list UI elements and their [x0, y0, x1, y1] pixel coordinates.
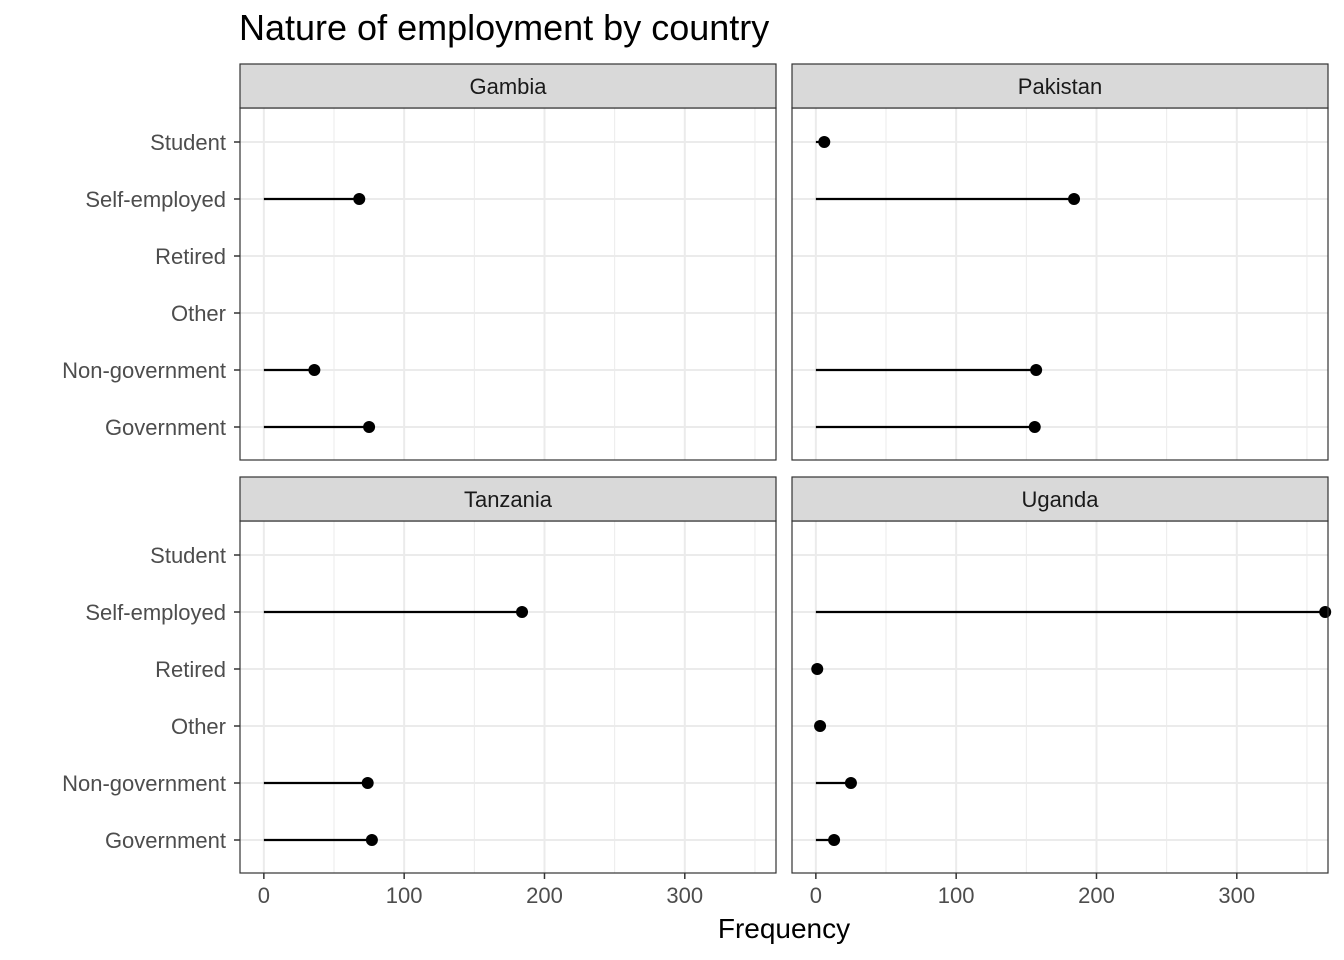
facet-gambia: Gambia Student Self-employed Retired Other No…: [62, 63, 777, 461]
y-tick-label: Government: [105, 828, 226, 853]
y-tick-label: Non-government: [62, 771, 226, 796]
lollipop-point: [1068, 193, 1081, 205]
lollipop-point: [308, 364, 321, 376]
panel-background: [792, 521, 1328, 873]
strip-header: [791, 476, 1329, 522]
strip-label: Tanzania: [464, 487, 553, 512]
lollipop-point: [844, 777, 857, 789]
x-tick-label: 200: [1078, 883, 1115, 908]
lollipop-point: [818, 136, 831, 148]
lollipop-point: [828, 834, 841, 846]
x-tick-label: 100: [938, 883, 975, 908]
x-tick-label: 300: [1218, 883, 1255, 908]
chart-title: Nature of employment by country: [239, 7, 769, 48]
lollipop-point: [1028, 421, 1041, 433]
y-tick-label: Government: [105, 415, 226, 440]
x-tick-label: 0: [258, 883, 270, 908]
strip-header: [791, 63, 1329, 109]
panel-background: [240, 108, 776, 460]
lollipop-point: [814, 720, 827, 732]
y-tick-label: Student: [150, 543, 226, 568]
lollipop-point: [365, 834, 378, 846]
y-tick-label: Student: [150, 130, 226, 155]
strip-label: Uganda: [1021, 487, 1099, 512]
x-tick-label: 0: [810, 883, 822, 908]
lollipop-point: [811, 663, 824, 675]
strip-label: Pakistan: [1018, 74, 1102, 99]
y-tick-label: Other: [171, 714, 226, 739]
lollipop-point: [1319, 606, 1332, 618]
facet-uganda: Uganda 0 100 200 300: [791, 476, 1332, 908]
panel-background: [240, 521, 776, 873]
lollipop-point: [1030, 364, 1043, 376]
y-tick-label: Retired: [155, 244, 226, 269]
x-tick-label: 300: [666, 883, 703, 908]
x-tick-label: 200: [526, 883, 563, 908]
lollipop-point: [516, 606, 529, 618]
x-axis-label: Frequency: [718, 913, 850, 944]
lollipop-point: [363, 421, 376, 433]
strip-header: [239, 476, 777, 522]
strip-label: Gambia: [469, 74, 547, 99]
x-tick-label: 100: [386, 883, 423, 908]
y-tick-label: Other: [171, 301, 226, 326]
facet-pakistan: Pakistan: [791, 63, 1329, 461]
y-tick-label: Retired: [155, 657, 226, 682]
panel-background: [792, 108, 1328, 460]
y-tick-label: Self-employed: [85, 600, 226, 625]
lollipop-point: [361, 777, 374, 789]
facet-panels: Gambia Student Self-employed Retired Other No…: [62, 63, 1332, 908]
lollipop-point: [353, 193, 366, 205]
facet-tanzania: Tanzania Student Self-employed Retired Other…: [62, 476, 777, 908]
y-tick-label: Self-employed: [85, 187, 226, 212]
strip-header: [239, 63, 777, 109]
y-tick-label: Non-government: [62, 358, 226, 383]
